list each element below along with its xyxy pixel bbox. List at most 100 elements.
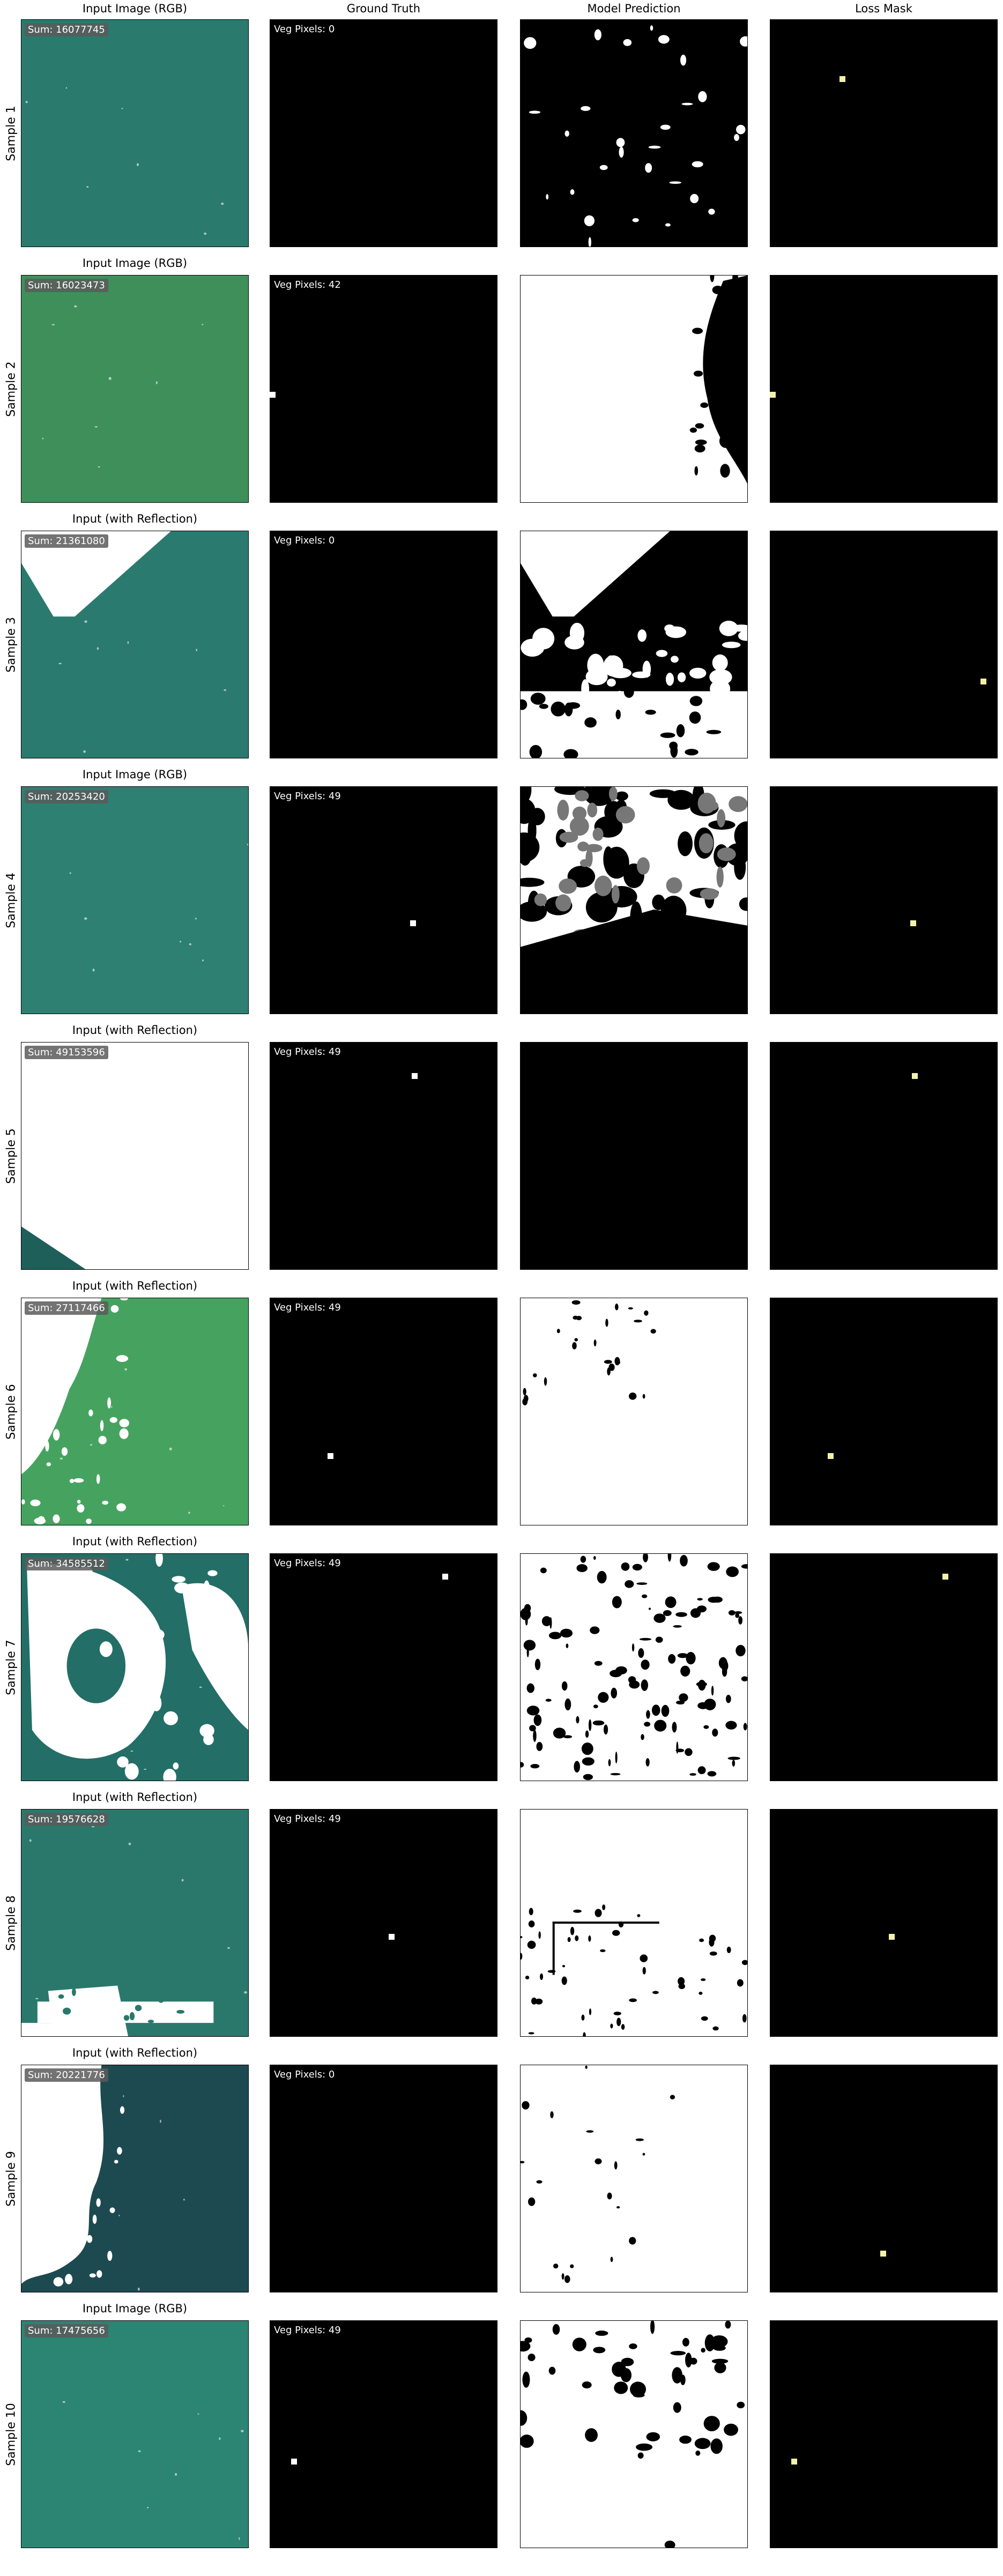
- ground-truth-marker: [389, 1934, 395, 1940]
- sum-badge: Sum: 20253420: [25, 790, 108, 803]
- sum-badge: Sum: 17475656: [25, 2324, 108, 2337]
- model-prediction-image: [521, 276, 747, 502]
- veg-pixels-label: Veg Pixels: 49: [274, 791, 341, 802]
- column-title-input: Input Image (RGB): [82, 2, 188, 15]
- sum-badge: Sum: 27117466: [25, 1301, 108, 1315]
- sample-label: Sample 6: [3, 1298, 19, 1525]
- ground-truth-panel: Veg Pixels: 42: [270, 275, 497, 503]
- input-image: [21, 787, 248, 1014]
- sum-badge: Sum: 21361080: [25, 534, 108, 548]
- input-title: Input Image (RGB): [82, 257, 188, 270]
- input-title: Input (with Reflection): [72, 2046, 198, 2059]
- loss-mask-panel: [770, 2065, 998, 2292]
- input-image: [21, 20, 248, 247]
- input-image-panel: Sum: 17475656: [21, 2320, 249, 2548]
- input-image-panel: Sum: 16077745: [21, 19, 249, 247]
- model-prediction-panel: [520, 1553, 748, 1781]
- loss-mask-marker: [910, 920, 916, 926]
- loss-mask-panel: [770, 1042, 998, 1270]
- column-title-model-prediction: Model Prediction: [587, 2, 681, 15]
- ground-truth-panel: Veg Pixels: 49: [270, 1553, 497, 1781]
- sum-badge: Sum: 16077745: [25, 23, 108, 36]
- sum-badge: Sum: 19576628: [25, 1813, 108, 1826]
- ground-truth-panel: Veg Pixels: 49: [270, 2320, 497, 2548]
- ground-truth-marker: [410, 920, 416, 926]
- veg-pixels-label: Veg Pixels: 49: [274, 1558, 341, 1569]
- veg-pixels-label: Veg Pixels: 0: [274, 24, 335, 35]
- loss-mask-panel: [770, 531, 998, 758]
- sample-label-text: Sample 9: [4, 2150, 18, 2207]
- loss-mask-marker: [980, 679, 986, 684]
- loss-mask-marker: [839, 76, 845, 82]
- input-image-panel: Sum: 20221776: [21, 2065, 249, 2292]
- loss-mask-marker: [889, 1934, 895, 1940]
- sample-label: Sample 3: [3, 531, 19, 758]
- sample-row: Sample 6 Input (with Reflection) Sum: 2711…: [0, 1279, 1003, 1553]
- sum-badge: Sum: 49153596: [25, 1046, 108, 1059]
- sample-label: Sample 7: [3, 1553, 19, 1781]
- sample-label-text: Sample 5: [4, 1128, 18, 1184]
- ground-truth-panel: Veg Pixels: 49: [270, 786, 497, 1014]
- input-title: Input Image (RGB): [82, 2302, 188, 2315]
- input-image: [21, 1554, 248, 1781]
- loss-mask-panel: [770, 19, 998, 247]
- sample-row: Sample 7 Input (with Reflection) Sum: 3458…: [0, 1535, 1003, 1809]
- input-image: [21, 1043, 248, 1269]
- veg-pixels-label: Veg Pixels: 0: [274, 535, 335, 546]
- loss-mask-panel: [770, 1809, 998, 2037]
- sample-label-text: Sample 2: [4, 361, 18, 417]
- column-title-ground-truth: Ground Truth: [346, 2, 421, 15]
- ground-truth-panel: Veg Pixels: 49: [270, 1809, 497, 2037]
- model-prediction-image: [521, 787, 747, 1014]
- input-image-panel: Sum: 21361080: [21, 531, 249, 758]
- ground-truth-marker: [442, 1574, 448, 1580]
- sample-row: Sample 2 Input Image (RGB) Sum: 16023473 Ve…: [0, 257, 1003, 531]
- sample-label: Sample 9: [3, 2065, 19, 2292]
- model-prediction-panel: [520, 786, 748, 1014]
- model-prediction-image: [521, 1298, 747, 1525]
- model-prediction-image: [521, 1554, 747, 1781]
- sum-badge: Sum: 20221776: [25, 2068, 108, 2082]
- ground-truth-marker: [270, 392, 276, 398]
- model-prediction-image: [521, 2065, 747, 2292]
- input-image-panel: Sum: 34585512: [21, 1553, 249, 1781]
- input-image-panel: Sum: 27117466: [21, 1298, 249, 1525]
- sample-row: Sample 5 Input (with Reflection) Sum: 4915…: [0, 1024, 1003, 1298]
- model-prediction-panel: [520, 1809, 748, 2037]
- sample-row: Sample 8 Input (with Reflection) Sum: 1957…: [0, 1791, 1003, 2065]
- sample-label: Sample 10: [3, 2320, 19, 2548]
- input-image: [21, 276, 248, 502]
- loss-mask-marker: [791, 2459, 797, 2465]
- input-title: Input (with Reflection): [72, 1279, 198, 1292]
- sample-label: Sample 4: [3, 786, 19, 1014]
- ground-truth-marker: [412, 1073, 418, 1079]
- model-prediction-image: [521, 2321, 747, 2548]
- input-title: Input (with Reflection): [72, 512, 198, 525]
- ground-truth-panel: Veg Pixels: 49: [270, 1298, 497, 1525]
- model-prediction-panel: [520, 2320, 748, 2548]
- loss-mask-marker: [942, 1574, 948, 1580]
- sample-row: Sample 9 Input (with Reflection) Sum: 2022…: [0, 2046, 1003, 2320]
- column-title-loss-mask: Loss Mask: [855, 2, 912, 15]
- input-image: [21, 2065, 248, 2292]
- model-prediction-image: [521, 20, 747, 247]
- input-image: [21, 2321, 248, 2548]
- model-prediction-image: [521, 531, 747, 758]
- model-prediction-panel: [520, 19, 748, 247]
- input-image-panel: Sum: 49153596: [21, 1042, 249, 1270]
- loss-mask-panel: [770, 2320, 998, 2548]
- loss-mask-panel: [770, 1553, 998, 1781]
- sample-label: Sample 5: [3, 1042, 19, 1270]
- model-prediction-panel: [520, 2065, 748, 2292]
- loss-mask-marker: [770, 392, 776, 398]
- sample-row: Sample 3 Input (with Reflection) Sum: 2136…: [0, 512, 1003, 786]
- sum-badge: Sum: 34585512: [25, 1557, 108, 1570]
- sample-label-text: Sample 8: [4, 1895, 18, 1951]
- sample-label: Sample 2: [3, 275, 19, 503]
- veg-pixels-label: Veg Pixels: 49: [274, 1302, 341, 1313]
- loss-mask-marker: [912, 1073, 918, 1079]
- sample-row: Sample 4 Input Image (RGB) Sum: 20253420 Ve…: [0, 768, 1003, 1042]
- veg-pixels-label: Veg Pixels: 0: [274, 2069, 335, 2080]
- sample-label-text: Sample 7: [4, 1639, 18, 1695]
- loss-mask-marker: [880, 2251, 886, 2257]
